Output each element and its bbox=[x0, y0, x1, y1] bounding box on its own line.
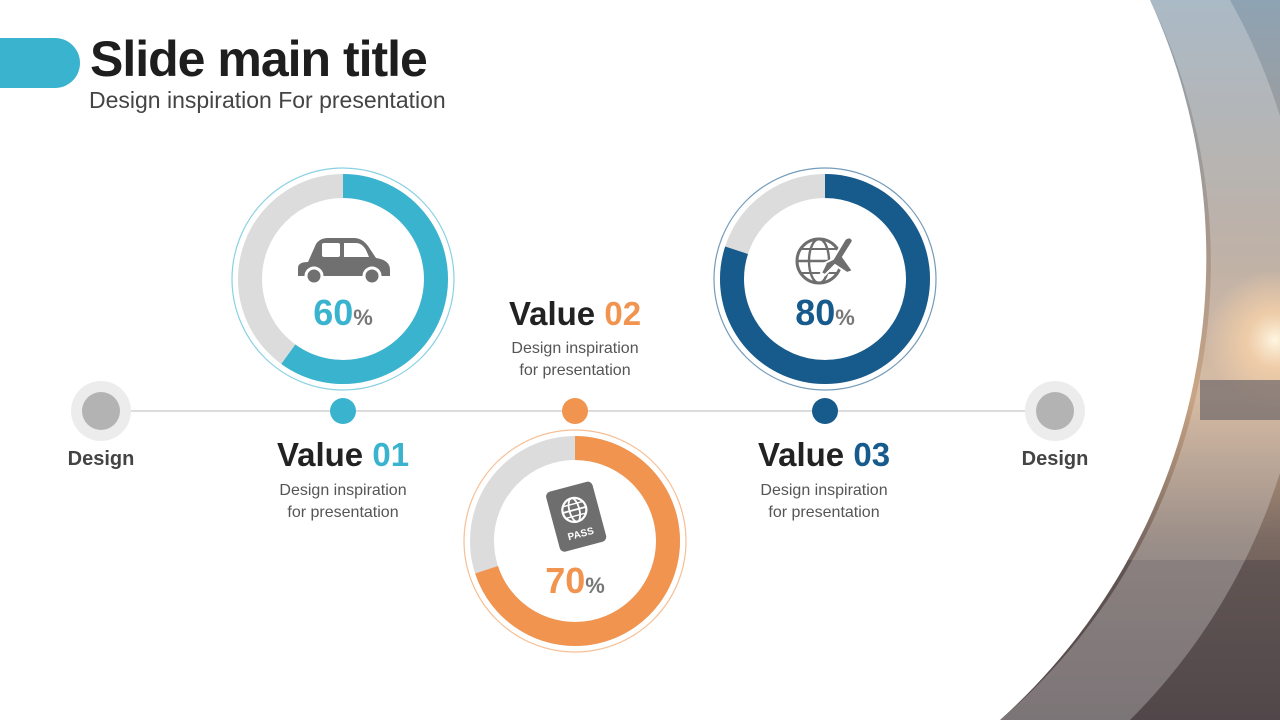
timeline-node-02 bbox=[562, 398, 588, 424]
ring-outline bbox=[713, 167, 937, 391]
page-subtitle: Design inspiration For presentation bbox=[89, 87, 446, 113]
description-line: Design inspiration bbox=[511, 340, 639, 357]
percent-value: 60 bbox=[313, 292, 354, 333]
value-description-03: Design inspiration for presentation bbox=[714, 480, 934, 524]
timeline-end-label-left: Design bbox=[67, 448, 135, 470]
percent-value: 80 bbox=[795, 292, 836, 333]
ring-outline bbox=[231, 167, 455, 391]
car-icon bbox=[298, 238, 390, 286]
description-line: Design inspiration bbox=[760, 482, 888, 499]
progress-ring-01 bbox=[231, 167, 455, 391]
progress-ring-03 bbox=[713, 167, 937, 391]
ring-progress-arc bbox=[475, 436, 680, 646]
description-line: Design inspiration bbox=[279, 482, 407, 499]
percent-value: 70 bbox=[545, 560, 586, 601]
value-description-02: Design inspiration for presentation bbox=[465, 338, 685, 382]
percent-label-02: 70% bbox=[495, 560, 655, 602]
progress-ring-02 bbox=[463, 429, 687, 653]
ring-outline bbox=[463, 429, 687, 653]
description-line: for presentation bbox=[768, 504, 880, 521]
timeline-node-01 bbox=[330, 398, 356, 424]
description-line: for presentation bbox=[519, 362, 631, 379]
timeline-end-left bbox=[82, 392, 120, 430]
value-number: 02 bbox=[604, 295, 642, 332]
globe-plane-icon bbox=[795, 236, 855, 285]
page-title: Slide main title bbox=[90, 31, 428, 87]
description-line: for presentation bbox=[287, 504, 399, 521]
title-accent-bar bbox=[0, 38, 80, 88]
value-number: 03 bbox=[853, 436, 891, 473]
percent-symbol: % bbox=[353, 305, 373, 330]
value-title-02: Value 02 bbox=[465, 295, 685, 333]
value-label: Value bbox=[757, 436, 845, 473]
timeline-end-right bbox=[1036, 392, 1074, 430]
timeline-node-03 bbox=[812, 398, 838, 424]
value-title-01: Value 01 bbox=[233, 436, 453, 474]
value-label: Value bbox=[508, 295, 596, 332]
value-number: 01 bbox=[372, 436, 410, 473]
value-description-01: Design inspiration for presentation bbox=[233, 480, 453, 524]
percent-label-03: 80% bbox=[745, 292, 905, 334]
passport-icon: PASS bbox=[546, 481, 607, 552]
value-label: Value bbox=[276, 436, 364, 473]
timeline-end-label-right: Design bbox=[1021, 448, 1089, 470]
percent-symbol: % bbox=[835, 305, 855, 330]
ring-progress-arc bbox=[720, 174, 930, 384]
value-title-03: Value 03 bbox=[714, 436, 934, 474]
ring-progress-arc bbox=[281, 174, 448, 384]
percent-symbol: % bbox=[585, 573, 605, 598]
percent-label-01: 60% bbox=[263, 292, 423, 334]
